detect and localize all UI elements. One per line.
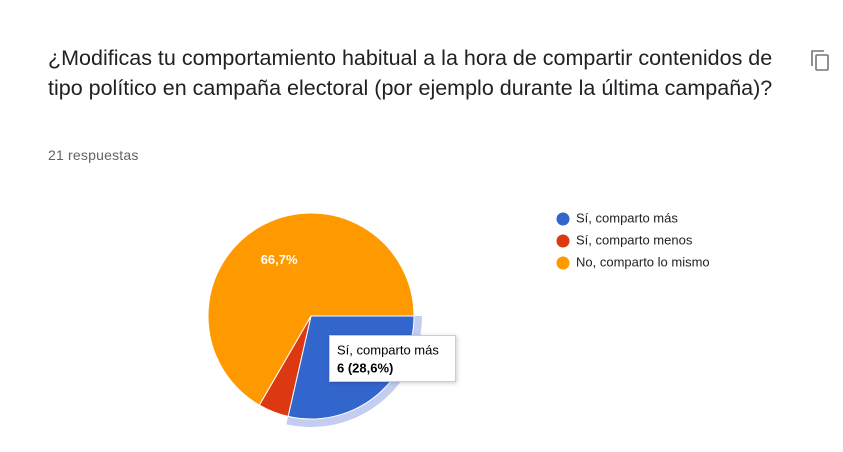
tooltip-value: 6 (28,6%)	[337, 360, 393, 375]
tooltip-box	[329, 335, 456, 382]
legend-label: Sí, comparto menos	[576, 232, 693, 247]
legend-swatch	[556, 256, 570, 270]
tooltip-label: Sí, comparto más	[337, 342, 439, 357]
response-count: 21 respuestas	[48, 147, 139, 163]
legend-swatch	[556, 212, 570, 226]
slice-label: 66,7%	[261, 252, 298, 267]
pie-slice	[207, 212, 415, 406]
legend-label: No, comparto lo mismo	[576, 254, 710, 269]
legend-swatch	[556, 234, 570, 248]
copy-icon[interactable]	[811, 50, 829, 71]
question-title: ¿Modificas tu comportamiento habitual a …	[48, 46, 773, 100]
legend-label: Sí, comparto más	[576, 210, 678, 225]
